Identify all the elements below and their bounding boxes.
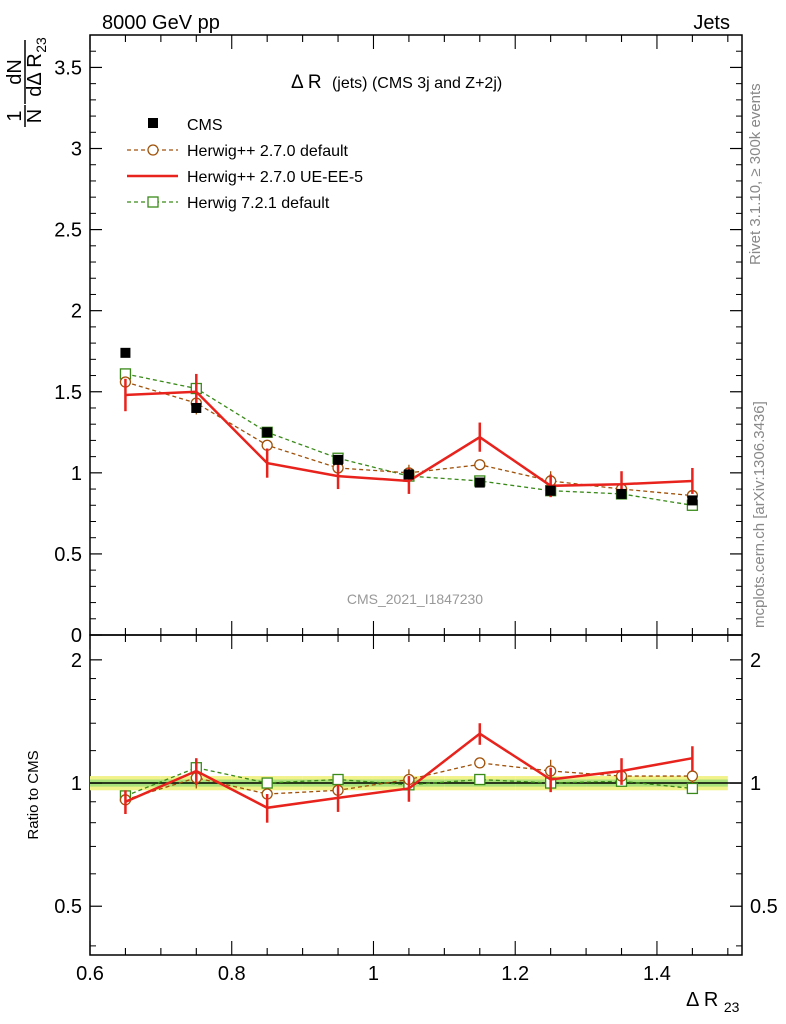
ratio-y-tick-label-left: 1 — [71, 773, 82, 795]
y-tick-label: 2.5 — [54, 220, 82, 242]
plot-title-main: Δ R — [291, 72, 322, 93]
y-tick-label: 0 — [71, 625, 82, 647]
ratio-y-tick-label-right: 2 — [750, 650, 761, 672]
point-cms — [120, 347, 131, 358]
legend-label-herwig-ue: Herwig++ 2.7.0 UE-EE-5 — [187, 169, 363, 186]
point-cms — [687, 495, 698, 506]
rivet-label: Rivet 3.1.10, ≥ 300k events — [747, 83, 764, 265]
point-herwig-default — [686, 770, 699, 782]
analysis-watermark: CMS_2021_I1847230 — [347, 591, 483, 607]
legend-marker-herwig-default — [147, 144, 159, 156]
y-tick-label: 1.5 — [54, 382, 82, 404]
y-tick-label: 2 — [71, 301, 82, 323]
y-tick-label: 0.5 — [54, 544, 82, 566]
x-tick-label: 1.4 — [643, 963, 671, 985]
y-tick-label: 3 — [71, 139, 82, 161]
main-series — [119, 347, 699, 511]
ylabel-dnum: dN — [4, 59, 26, 85]
point-cms — [333, 454, 344, 465]
legend-marker-cms — [148, 118, 158, 128]
legend: CMS Herwig++ 2.7.0 default Herwig++ 2.7.… — [127, 117, 363, 212]
x-tick-label: 1 — [368, 963, 379, 985]
mcplots-label: mcplots.cern.ch [arXiv:1306.3436] — [751, 401, 768, 628]
x-tick-label: 0.6 — [76, 963, 104, 985]
point-herwig7 — [261, 777, 273, 789]
point-herwig7 — [686, 782, 699, 795]
y-tick-label: 3.5 — [54, 57, 82, 79]
point-herwig7 — [332, 773, 344, 786]
legend-marker-herwig7 — [147, 196, 159, 208]
ylabel-num: 1 — [4, 110, 26, 121]
y-axis-label-main: 1 N dN dΔ R 23 — [4, 37, 49, 127]
main-x-ticks — [89, 35, 729, 635]
header-right: Jets — [693, 12, 730, 34]
x-axis-label-sub: 23 — [724, 999, 740, 1015]
ylabel-sub: 23 — [33, 37, 49, 53]
ratio-plot-frame — [89, 634, 743, 956]
y-tick-label: 1 — [71, 463, 82, 485]
plot-title-suffix: (jets) (CMS 3j and Z+2j) — [332, 75, 502, 92]
point-cms — [262, 427, 273, 438]
ratio-y-tick-label-right: 0.5 — [750, 896, 778, 918]
point-herwig-default — [474, 459, 486, 471]
ratio-y-tick-label-right: 1 — [750, 773, 761, 795]
point-cms — [616, 488, 627, 499]
point-cms — [474, 477, 485, 488]
point-cms — [403, 469, 414, 480]
main-y-ticks: 0 0.5 1 1.5 2 2.5 3 3.5 — [54, 50, 742, 647]
x-axis-label: Δ R 23 — [686, 989, 740, 1015]
point-herwig7 — [474, 773, 486, 786]
point-cms — [191, 402, 202, 413]
ratio-y-tick-label-left: 2 — [71, 650, 82, 672]
ylabel-dden: dΔ R — [24, 53, 46, 96]
point-herwig-default — [474, 757, 486, 769]
x-tick-label: 1.2 — [501, 963, 529, 985]
legend-label-cms: CMS — [187, 117, 223, 134]
ratio-y-tick-label-left: 0.5 — [54, 896, 82, 918]
header-left: 8000 GeV pp — [102, 12, 220, 34]
ratio-y-ticks: 0.5 0.5 1 1 2 2 — [54, 650, 778, 947]
plot-title: Δ R (jets) (CMS 3j and Z+2j) — [291, 72, 502, 93]
point-cms — [545, 485, 556, 496]
x-tick-label: 0.8 — [218, 963, 246, 985]
ratio-series — [119, 723, 699, 823]
x-axis-label-main: Δ R — [686, 989, 718, 1011]
ratio-x-ticks: 0.6 0.8 1 1.2 1.4 — [76, 635, 729, 985]
legend-label-herwig7: Herwig 7.2.1 default — [187, 195, 330, 212]
legend-label-herwig-default: Herwig++ 2.7.0 default — [187, 143, 349, 160]
ylabel-den: N — [24, 109, 46, 123]
ratio-y-axis-label: Ratio to CMS — [25, 750, 42, 839]
